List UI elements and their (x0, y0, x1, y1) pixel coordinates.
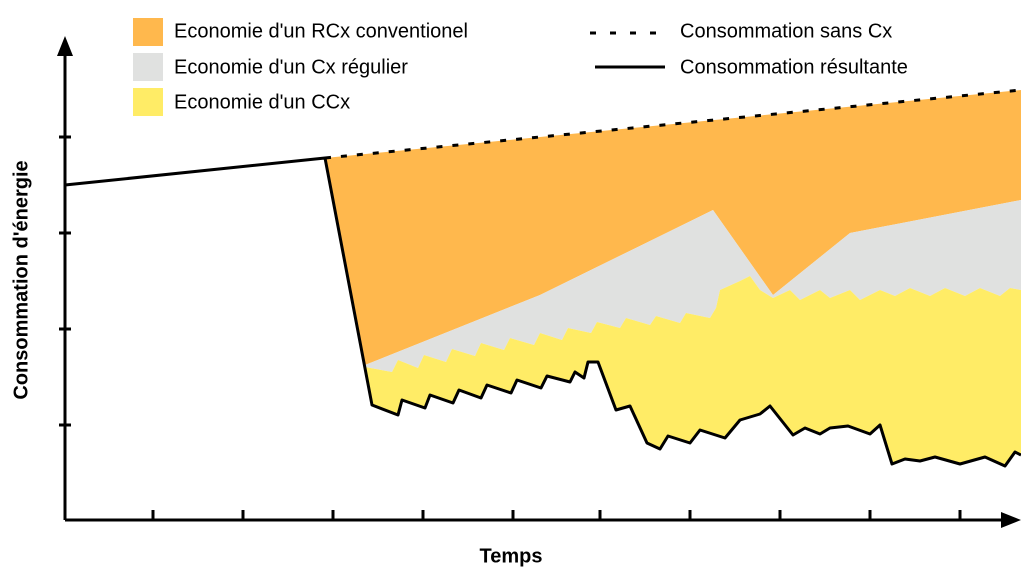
cx-area (365, 200, 1021, 372)
x-axis-label: Temps (480, 545, 543, 567)
axes (59, 50, 1008, 522)
legend-swatch (133, 18, 163, 46)
resulting-line (64, 156, 1021, 468)
legend-label: Economie d'un Cx régulier (174, 56, 408, 78)
legend-swatch (133, 53, 163, 81)
legend-label: Economie d'un RCx conventionel (174, 20, 468, 42)
legend-label: Consommation sans Cx (680, 20, 892, 42)
baseline-line (324, 88, 1021, 160)
y-axis-label: Consommation d'énergie (10, 160, 32, 399)
y-arrow (57, 36, 73, 56)
ccx-area (365, 276, 1021, 466)
x-arrow (1001, 512, 1021, 528)
legend-swatch (133, 88, 163, 116)
legend-label: Economie d'un CCx (174, 91, 350, 113)
legend-label: Consommation résultante (680, 56, 908, 78)
rcx-area (325, 90, 1021, 365)
